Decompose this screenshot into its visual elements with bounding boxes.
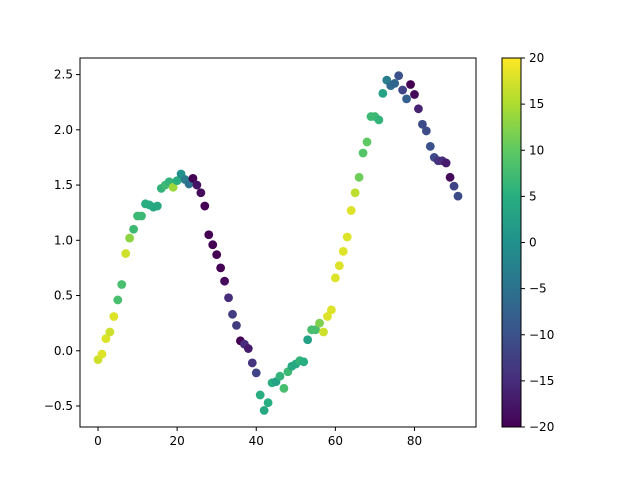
data-point bbox=[311, 325, 320, 335]
data-point bbox=[346, 206, 356, 215]
y-tick-label: 2.5 bbox=[54, 68, 73, 82]
colorbar-tick-label: 20 bbox=[529, 51, 544, 65]
x-tick-label: 60 bbox=[328, 434, 343, 448]
x-tick-label: 40 bbox=[249, 434, 264, 448]
data-point bbox=[354, 172, 364, 182]
colorbar-tick-label: 15 bbox=[529, 97, 544, 111]
colorbar-tick-label: −20 bbox=[529, 420, 554, 434]
data-point bbox=[208, 240, 218, 250]
colorbar-ticks: 20 15 10 5 0 −5 −10 −15 −20 bbox=[521, 51, 554, 434]
colorbar-tick-label: −15 bbox=[529, 374, 554, 388]
data-point bbox=[129, 224, 139, 234]
data-point bbox=[212, 250, 222, 260]
data-point bbox=[105, 327, 115, 337]
data-point bbox=[117, 280, 127, 289]
data-point bbox=[125, 233, 135, 243]
data-point bbox=[228, 309, 237, 319]
data-point bbox=[358, 148, 368, 158]
scatter-points bbox=[93, 71, 463, 415]
data-point bbox=[425, 141, 435, 151]
data-point bbox=[342, 232, 352, 242]
colorbar-tick-label: 5 bbox=[529, 189, 537, 203]
data-point bbox=[200, 201, 210, 211]
data-point bbox=[109, 312, 119, 321]
data-point bbox=[350, 188, 360, 198]
data-point bbox=[251, 368, 261, 378]
data-point bbox=[255, 390, 265, 400]
y-tick-label: 0.5 bbox=[54, 289, 73, 303]
data-point bbox=[232, 320, 241, 330]
data-point bbox=[330, 273, 340, 283]
plot-background bbox=[80, 58, 476, 427]
data-point bbox=[243, 344, 253, 353]
data-point bbox=[188, 174, 198, 183]
data-point bbox=[390, 79, 400, 88]
data-point bbox=[101, 334, 111, 344]
data-point bbox=[338, 246, 348, 256]
data-point bbox=[378, 88, 388, 98]
data-point bbox=[414, 104, 423, 114]
y-tick-label: −0.5 bbox=[44, 399, 73, 413]
plot-frame bbox=[79, 57, 477, 428]
data-point bbox=[299, 357, 309, 367]
data-point bbox=[137, 211, 146, 221]
data-point bbox=[362, 137, 372, 147]
data-point bbox=[410, 90, 419, 99]
data-point bbox=[334, 261, 344, 271]
data-point bbox=[374, 115, 384, 125]
x-tick-label: 20 bbox=[169, 434, 184, 448]
data-point bbox=[113, 295, 123, 305]
data-point bbox=[172, 176, 182, 186]
plot-axes: 0 20 40 60 80 −0.5 0.0 0.5 1.0 1.5 2.0 2.5 bbox=[44, 68, 422, 448]
data-point bbox=[402, 94, 411, 104]
data-point bbox=[192, 180, 202, 190]
data-point bbox=[247, 358, 257, 368]
colorbar-tick-label: 10 bbox=[529, 143, 544, 157]
data-point bbox=[152, 201, 162, 211]
data-point bbox=[327, 305, 336, 315]
colorbar-tick-label: −10 bbox=[529, 328, 554, 342]
data-point bbox=[406, 80, 415, 89]
data-point bbox=[121, 249, 131, 258]
x-tick-label: 0 bbox=[94, 434, 102, 448]
data-point bbox=[421, 126, 431, 136]
data-point bbox=[319, 327, 328, 337]
data-point bbox=[259, 406, 269, 415]
data-point bbox=[323, 312, 332, 321]
data-point bbox=[97, 349, 107, 359]
data-point bbox=[453, 191, 463, 201]
data-point bbox=[263, 398, 273, 408]
data-point bbox=[204, 230, 214, 240]
data-point bbox=[445, 172, 455, 182]
data-point bbox=[275, 371, 285, 381]
colorbar-tick-label: −5 bbox=[529, 282, 547, 296]
data-point bbox=[418, 119, 427, 129]
data-point bbox=[303, 335, 313, 345]
y-tick-label: 2.0 bbox=[54, 123, 73, 137]
y-tick-label: 0.0 bbox=[54, 344, 73, 358]
data-point bbox=[196, 188, 206, 198]
data-point bbox=[398, 85, 408, 95]
y-tick-label: 1.0 bbox=[54, 233, 73, 247]
data-point bbox=[224, 293, 233, 303]
data-point bbox=[168, 182, 178, 192]
colorbar bbox=[501, 57, 522, 428]
data-point bbox=[449, 181, 459, 191]
colorbar-tick-label: 0 bbox=[529, 236, 537, 250]
data-point bbox=[220, 276, 229, 286]
data-point bbox=[279, 383, 289, 393]
data-point bbox=[441, 158, 451, 168]
y-tick-label: 1.5 bbox=[54, 178, 73, 192]
data-point bbox=[315, 318, 324, 328]
x-tick-label: 80 bbox=[407, 434, 422, 448]
data-point bbox=[216, 263, 226, 273]
data-point bbox=[394, 71, 404, 81]
